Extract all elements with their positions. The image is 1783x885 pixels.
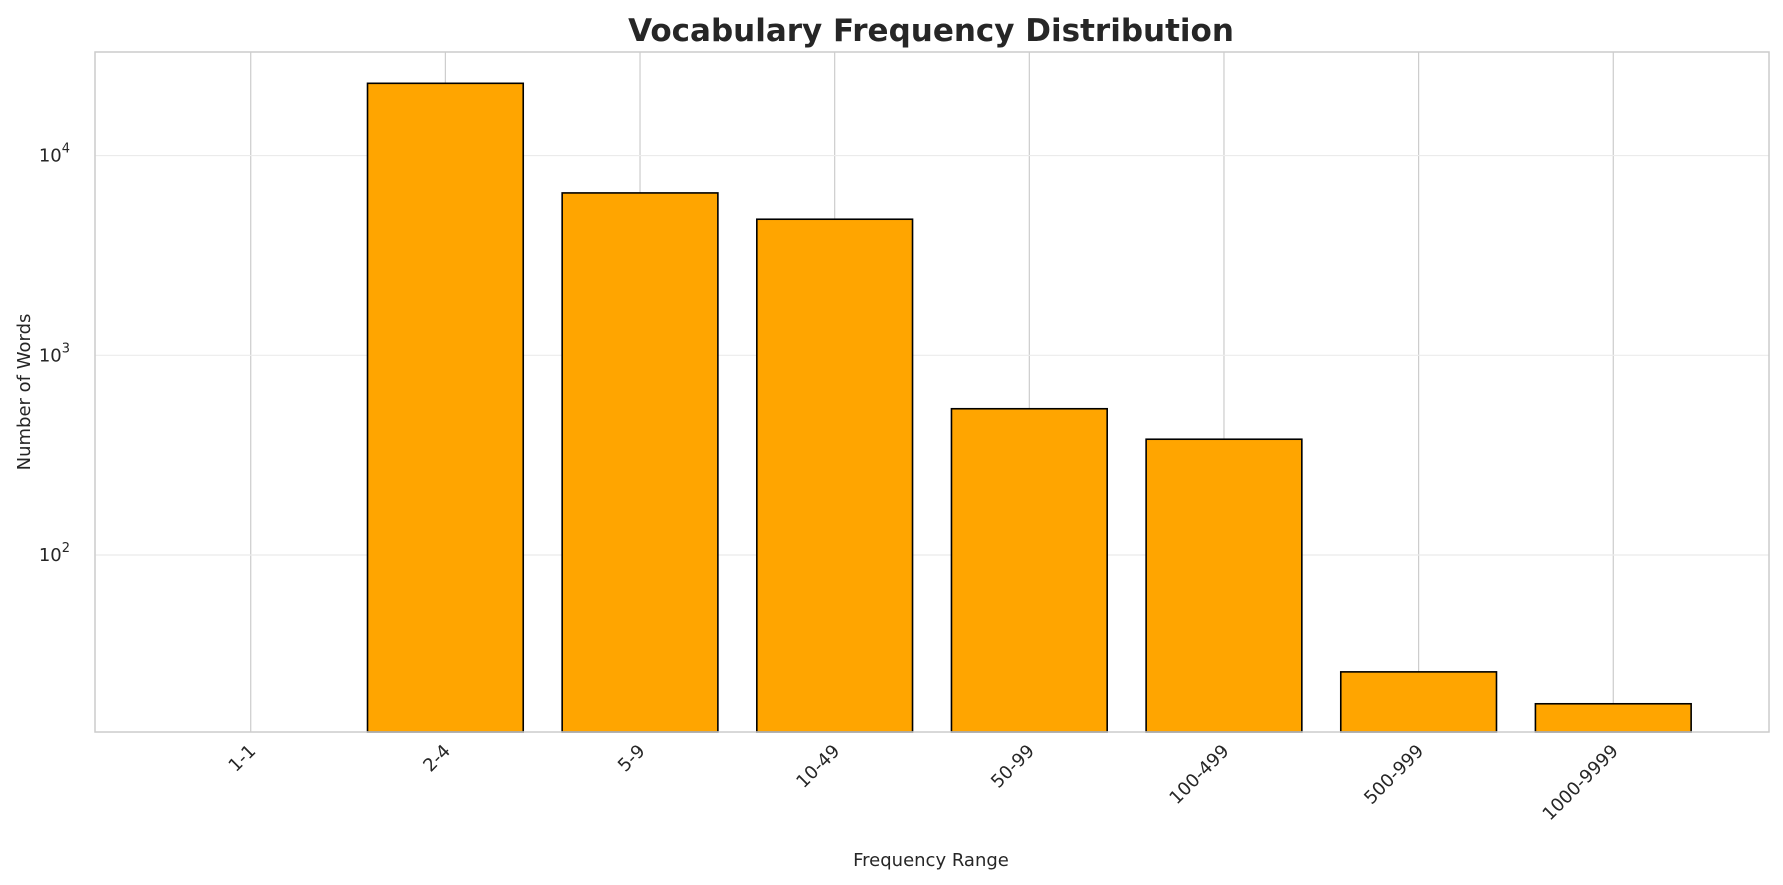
x-tick-label: 2-4 <box>419 741 455 777</box>
bar-50-99 <box>950 407 1108 733</box>
y-tick-labels: 102 103 104 <box>39 142 70 566</box>
x-axis-label: Frequency Range <box>853 850 1009 871</box>
x-tick-labels: 1-1 2-4 5-9 10-49 50-99 100-499 500-999 1000-99… <box>225 741 1623 825</box>
y-tick-label: 102 <box>39 541 70 566</box>
grid-lines <box>95 52 1769 732</box>
x-tick-label: 5-9 <box>614 741 650 777</box>
bar-1000-9999 <box>1534 702 1692 733</box>
x-tick-label: 500-999 <box>1360 741 1428 809</box>
bars <box>366 82 1692 733</box>
y-axis-label: Number of Words <box>14 314 35 471</box>
bar-500-999 <box>1339 671 1498 733</box>
plot-frame <box>94 51 1770 733</box>
y-tick-label: 103 <box>39 341 70 366</box>
bar-2-4 <box>366 82 525 733</box>
bar-5-9 <box>561 192 719 733</box>
x-tick-label: 1000-9999 <box>1539 741 1623 825</box>
chart-title: Vocabulary Frequency Distribution <box>628 13 1234 49</box>
x-tick-label: 50-99 <box>987 741 1039 793</box>
bar-100-499 <box>1145 438 1303 733</box>
bar-10-49 <box>756 218 914 733</box>
x-tick-label: 100-499 <box>1165 741 1233 809</box>
x-tick-label: 1-1 <box>225 741 261 777</box>
y-tick-label: 104 <box>39 142 70 167</box>
x-tick-label: 10-49 <box>792 741 844 793</box>
